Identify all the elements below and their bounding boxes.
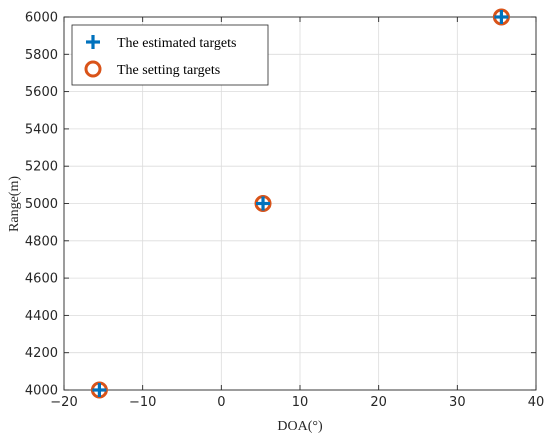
y-tick-label: 6000 — [25, 11, 58, 26]
y-axis-ticks: 4000 4200 4400 4600 4800 5000 5200 5400 5600 5800… — [25, 11, 536, 399]
estimated-target-point — [494, 10, 509, 24]
x-tick-label: 0 — [217, 395, 225, 410]
legend-circle-marker — [84, 60, 102, 78]
y-tick-label: 4400 — [25, 309, 58, 324]
estimated-target-point — [256, 196, 271, 211]
plot-frame — [63, 16, 537, 391]
y-tick-label: 5600 — [25, 85, 58, 100]
x-tick-label: −20 — [50, 395, 77, 410]
y-tick-label: 5400 — [25, 122, 58, 137]
y-tick-label: 5800 — [25, 48, 58, 63]
x-axis-label: DOA(°) — [277, 419, 323, 434]
y-axis-label: Range(m) — [7, 176, 22, 232]
legend-entry-label: The setting targets — [117, 63, 220, 78]
data-points — [90, 8, 510, 399]
y-tick-label: 4200 — [25, 346, 58, 361]
x-tick-label: 40 — [528, 395, 545, 410]
estimated-target-point — [92, 383, 107, 397]
y-tick-label: 4000 — [25, 384, 58, 399]
y-tick-label: 4800 — [25, 234, 58, 249]
y-tick-label: 5000 — [25, 197, 58, 212]
legend: The estimated targets The setting targets — [71, 24, 269, 86]
x-tick-label: 20 — [370, 395, 387, 410]
x-tick-label: −10 — [129, 395, 156, 410]
legend-plus-marker — [86, 35, 100, 49]
x-tick-label: 10 — [292, 395, 309, 410]
y-tick-label: 4600 — [25, 272, 58, 287]
y-tick-label: 5200 — [25, 160, 58, 175]
legend-box — [71, 24, 269, 86]
x-tick-label: 30 — [449, 395, 466, 410]
legend-entry-label: The estimated targets — [117, 36, 236, 51]
